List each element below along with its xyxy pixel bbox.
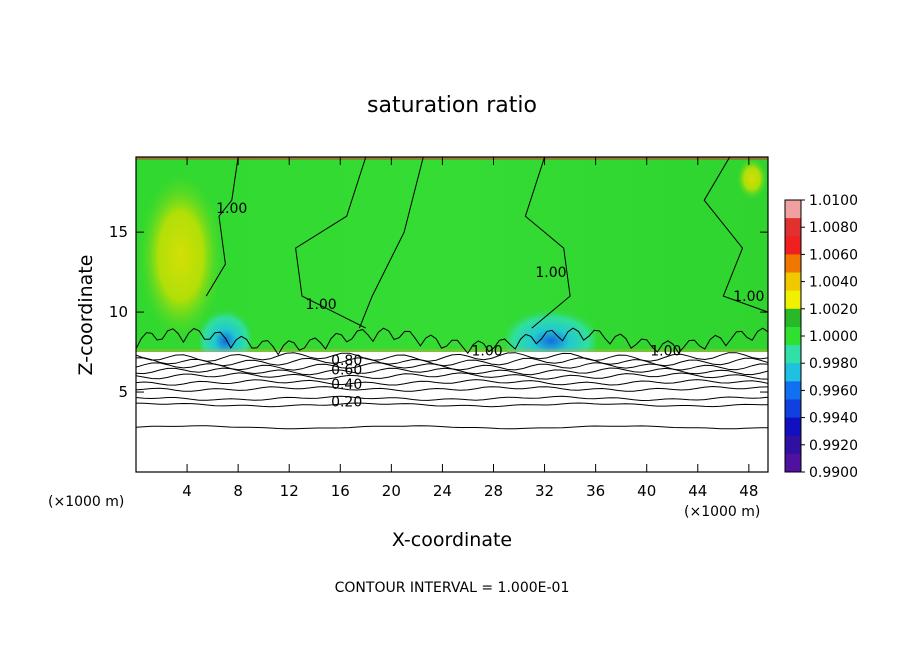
x-axis-title: X-coordinate	[392, 529, 512, 551]
contour-line-lower	[136, 379, 768, 386]
colorbar-label: 1.0080	[809, 220, 858, 236]
contour-lines	[136, 157, 768, 430]
x-tick-label: 20	[382, 482, 401, 500]
colorbar-label: 0.9920	[809, 438, 858, 454]
colorbar-swatch	[785, 200, 801, 219]
contour-line-upper	[205, 157, 239, 297]
colorbar-label: 1.0100	[809, 193, 858, 209]
colorbar-swatch	[785, 308, 801, 328]
contour-line-upper	[358, 157, 424, 329]
x-tick-label: 32	[535, 482, 554, 500]
colorbar-swatch	[785, 345, 801, 364]
colorbar-label: 0.9940	[809, 411, 858, 427]
colorbar-label: 0.9980	[809, 356, 858, 372]
colorbar-swatch	[785, 435, 801, 455]
colorbar-swatch	[785, 363, 801, 382]
x-tick-label: 8	[233, 482, 243, 500]
x-axis-unit-left: (×1000 m)	[48, 494, 124, 510]
y-axis-title: Z-coordinate	[75, 255, 97, 376]
contour-label: 0.80	[331, 353, 362, 369]
contour-line-lower	[136, 352, 768, 362]
field-base-rim	[136, 349, 768, 353]
contour-line-lower	[136, 385, 768, 392]
colorbar-label: 0.9960	[809, 383, 858, 399]
field-top-rim	[136, 157, 768, 160]
contour-label: 0.40	[331, 377, 362, 393]
contour-line-upper	[703, 157, 768, 313]
colorbar-label: 0.9900	[809, 465, 858, 481]
y-tick-label: 5	[118, 383, 128, 401]
chart-title: saturation ratio	[367, 93, 537, 118]
colorbar-swatch	[785, 290, 801, 310]
contour-label: 1.00	[306, 297, 337, 313]
contour-label: 0.60	[331, 363, 362, 379]
y-tick-label: 10	[109, 303, 128, 321]
field-clear-region	[136, 352, 768, 472]
contour-interval-footer: CONTOUR INTERVAL = 1.000E-01	[335, 580, 570, 596]
colorbar-swatch	[785, 254, 801, 274]
contour-label: 1.00	[216, 201, 247, 217]
contour-label: 0.20	[331, 395, 362, 411]
contour-labels: 1.00 1.00 1.00 1.00 1.00 1.00 0.800.600.40 0.20	[216, 201, 764, 410]
colorbar-label: 1.0020	[809, 302, 858, 318]
contour-line-upper	[295, 157, 367, 329]
colorbar: 1.0100 1.0080 1.0060 1.0040 1.0020 1.0000 0.99…	[784, 193, 858, 481]
x-tick-label: 4	[182, 482, 192, 500]
colorbar-swatch	[785, 417, 801, 437]
field-high-value-zone	[736, 157, 768, 201]
x-tick-label: 16	[331, 482, 350, 500]
contour-line-lower	[136, 395, 768, 402]
x-tick-label: 28	[484, 482, 503, 500]
colorbar-swatch	[785, 236, 801, 255]
contour-label: 1.00	[472, 343, 503, 359]
contour-label: 1.00	[733, 289, 764, 305]
colorbar-swatch	[785, 272, 801, 292]
contour-line-upper	[524, 157, 571, 329]
contour-line-lower	[136, 425, 768, 430]
colorbar-swatch	[785, 381, 801, 400]
contour-line-cloud-base	[136, 327, 768, 356]
contour-line-lower	[136, 372, 768, 380]
colorbar-swatch	[785, 218, 801, 237]
contour-label: 1.00	[650, 343, 681, 359]
colorbar-swatch	[785, 326, 801, 346]
x-axis-unit-right: (×1000 m)	[684, 504, 760, 520]
heatmap-field	[136, 157, 768, 472]
field-low-value-zone	[506, 296, 596, 353]
field-low-value-zone	[199, 296, 251, 353]
x-tick-label: 40	[637, 482, 656, 500]
x-tick-label: 12	[280, 482, 299, 500]
contour-line-lower	[136, 357, 768, 367]
colorbar-label: 1.0040	[809, 275, 858, 291]
x-tick-label: 24	[433, 482, 452, 500]
plot-frame	[135, 156, 769, 473]
contour-line-lower	[136, 402, 768, 408]
colorbar-label: 1.0000	[809, 329, 858, 345]
x-axis: 4 8 12 16 20 24 28 32 36 40 44 48	[182, 157, 758, 500]
x-tick-label: 36	[586, 482, 605, 500]
colorbar-label: 1.0060	[809, 247, 858, 263]
contour-label: 1.00	[535, 265, 566, 281]
colorbar-swatch	[785, 453, 801, 473]
y-axis: 5 10 15	[109, 223, 768, 401]
colorbar-swatch	[785, 399, 801, 419]
x-tick-label: 48	[739, 482, 758, 500]
contour-line-lower	[136, 362, 768, 371]
x-tick-label: 44	[688, 482, 707, 500]
y-tick-label: 15	[109, 223, 128, 241]
